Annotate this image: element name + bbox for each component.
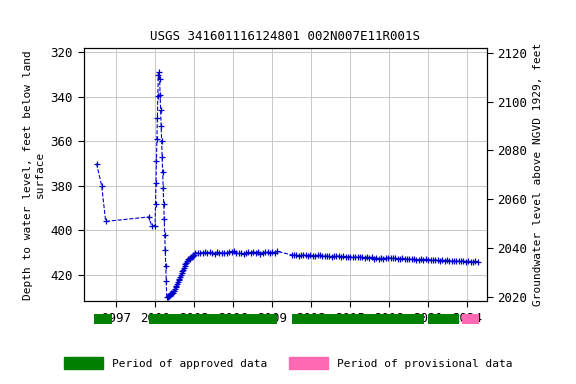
Bar — [94, 314, 112, 324]
Bar — [149, 314, 277, 324]
Y-axis label: Depth to water level, feet below land
surface: Depth to water level, feet below land su… — [24, 50, 45, 300]
Title: USGS 341601116124801 002N007E11R001S: USGS 341601116124801 002N007E11R001S — [150, 30, 420, 43]
Bar — [462, 314, 479, 324]
Y-axis label: Groundwater level above NGVD 1929, feet: Groundwater level above NGVD 1929, feet — [533, 43, 543, 306]
Bar — [428, 314, 460, 324]
Legend: Period of approved data, Period of provisional data: Period of approved data, Period of provi… — [64, 357, 512, 369]
Bar — [291, 314, 425, 324]
